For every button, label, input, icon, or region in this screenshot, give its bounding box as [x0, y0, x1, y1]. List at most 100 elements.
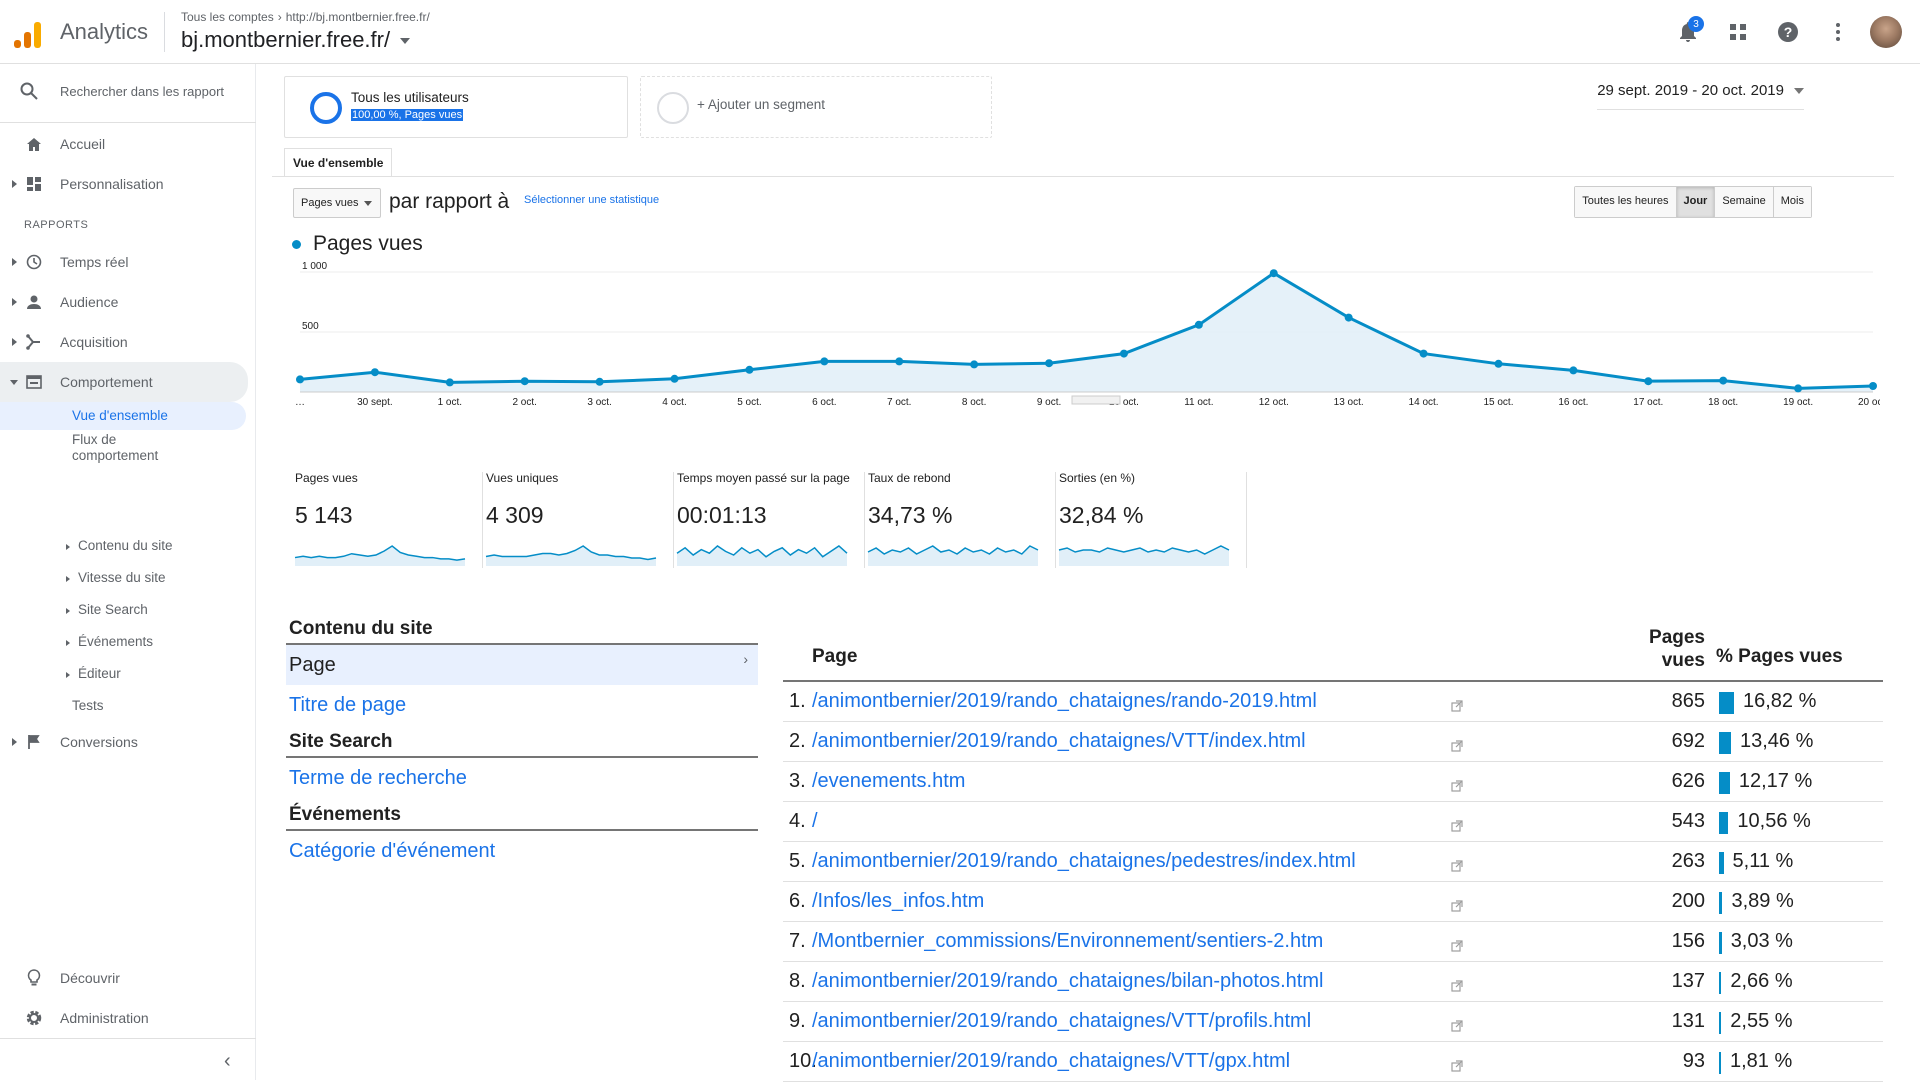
data-point[interactable]	[895, 357, 904, 366]
scorecard[interactable]: Sorties (en %) 32,84 %	[1056, 472, 1247, 568]
data-point[interactable]	[820, 357, 829, 366]
sidebar-item-discover[interactable]: Découvrir	[0, 960, 248, 996]
page-path-link[interactable]: /	[812, 810, 818, 832]
analytics-logo[interactable]	[14, 18, 44, 48]
pageviews-chart[interactable]: 1 000 500 … 30 sept. 1 oct. 2 oct. 3 oct. 4 oct…	[280, 256, 1880, 436]
sidebar-item-site-search[interactable]: Site Search	[78, 602, 148, 617]
sidebar-item-events[interactable]: Événements	[78, 634, 154, 649]
data-point[interactable]	[595, 377, 604, 386]
data-point[interactable]	[370, 368, 379, 377]
column-header-pct[interactable]: % Pages vues	[1716, 646, 1843, 667]
sidebar-item-acquisition[interactable]: Acquisition	[0, 324, 248, 360]
sidebar-item-realtime[interactable]: Temps réel	[0, 244, 248, 280]
open-external-icon[interactable]	[1451, 1055, 1463, 1072]
open-external-icon[interactable]	[1451, 975, 1463, 992]
data-point[interactable]	[745, 365, 754, 374]
property-name[interactable]: bj.montbernier.free.fr/	[181, 27, 391, 52]
sidebar-item-site-content[interactable]: Contenu du site	[78, 538, 173, 553]
open-external-icon[interactable]	[1451, 775, 1463, 792]
behavior-icon	[24, 372, 44, 392]
data-point[interactable]	[1794, 384, 1803, 393]
report-nav-page-title[interactable]: Titre de page	[289, 694, 407, 716]
data-point[interactable]	[1644, 377, 1653, 386]
open-external-icon[interactable]	[1451, 695, 1463, 712]
open-external-icon[interactable]	[1451, 1015, 1463, 1032]
column-header-pageviews[interactable]: Pages vues	[1621, 626, 1705, 672]
select-metric-link[interactable]: Sélectionner une statistique	[524, 194, 660, 206]
data-point[interactable]	[1869, 382, 1877, 390]
data-point[interactable]	[1045, 359, 1054, 368]
sidebar-item-experiments[interactable]: Tests	[72, 698, 104, 713]
scorecard[interactable]: Taux de rebond 34,73 %	[865, 472, 1056, 568]
sidebar-item-customization[interactable]: Personnalisation	[0, 166, 248, 202]
open-external-icon[interactable]	[1451, 935, 1463, 952]
report-nav-search-term[interactable]: Terme de recherche	[289, 767, 467, 789]
data-point[interactable]	[1494, 359, 1503, 368]
sidebar-item-admin[interactable]: Administration	[0, 1000, 248, 1036]
x-tick-label: 20 oct.	[1858, 397, 1880, 408]
sidebar-item-publisher[interactable]: Éditeur	[78, 666, 121, 681]
add-segment-button[interactable]: + Ajouter un segment	[640, 76, 992, 138]
granularity-week-button[interactable]: Semaine	[1714, 187, 1773, 217]
sidebar-item-behavior-flow[interactable]: Flux de comportement	[72, 432, 158, 464]
apps-button[interactable]	[1720, 14, 1756, 50]
report-search[interactable]: Rechercher dans les rapport	[20, 82, 224, 100]
chart-resize-handle[interactable]	[1071, 395, 1121, 405]
sidebar-item-site-speed[interactable]: Vitesse du site	[78, 570, 166, 585]
sidebar-item-conversions[interactable]: Conversions	[0, 724, 248, 760]
metric-selector[interactable]: Pages vues	[293, 188, 381, 218]
search-input[interactable]: Rechercher dans les rapport	[60, 83, 225, 99]
data-point[interactable]	[445, 378, 454, 387]
page-path-link[interactable]: /Infos/les_infos.htm	[812, 890, 985, 912]
segment-all-users[interactable]: Tous les utilisateurs 100,00 %, Pages vu…	[284, 76, 628, 138]
tab-overview[interactable]: Vue d'ensemble	[284, 148, 393, 176]
avatar[interactable]	[1870, 16, 1902, 48]
page-path-link[interactable]: /Montbernier_commissions/Environnement/s…	[812, 930, 1324, 952]
breadcrumb[interactable]: Tous les comptes › http://bj.montbernier.f…	[181, 10, 430, 24]
data-point[interactable]	[520, 377, 529, 386]
sidebar-item-audience[interactable]: Audience	[0, 284, 248, 320]
data-point[interactable]	[1269, 269, 1278, 278]
page-path-link[interactable]: /animontbernier/2019/rando_chataignes/pe…	[812, 850, 1356, 872]
data-point[interactable]	[1569, 366, 1578, 375]
breadcrumb-accounts[interactable]: Tous les comptes	[181, 10, 274, 24]
report-nav-event-category[interactable]: Catégorie d'événement	[289, 840, 496, 862]
sidebar-item-home[interactable]: Accueil	[0, 126, 248, 162]
data-point[interactable]	[670, 374, 679, 383]
open-external-icon[interactable]	[1451, 735, 1463, 752]
open-external-icon[interactable]	[1451, 855, 1463, 872]
data-point[interactable]	[1719, 376, 1728, 385]
granularity-month-button[interactable]: Mois	[1772, 187, 1811, 217]
data-point[interactable]	[970, 360, 979, 369]
open-external-icon[interactable]	[1451, 815, 1463, 832]
data-point[interactable]	[296, 375, 304, 384]
page-path-link[interactable]: /animontbernier/2019/rando_chataignes/VT…	[812, 730, 1306, 752]
page-path-link[interactable]: /animontbernier/2019/rando_chataignes/VT…	[812, 1050, 1291, 1072]
column-header-page[interactable]: Page	[812, 646, 858, 667]
scorecard[interactable]: Vues uniques 4 309	[483, 472, 674, 568]
help-button[interactable]: ?	[1770, 14, 1806, 50]
collapse-sidebar-icon[interactable]: ‹	[224, 1050, 231, 1072]
scorecard[interactable]: Temps moyen passé sur la page 00:01:13	[674, 472, 865, 568]
data-point[interactable]	[1419, 349, 1428, 358]
breadcrumb-account[interactable]: http://bj.montbernier.free.fr/	[285, 10, 430, 24]
page-path-link[interactable]: /animontbernier/2019/rando_chataignes/ra…	[812, 690, 1317, 712]
granularity-day-button[interactable]: Jour	[1675, 187, 1715, 217]
open-external-icon[interactable]	[1451, 895, 1463, 912]
more-options-button[interactable]	[1820, 14, 1856, 50]
page-path-link[interactable]: /evenements.htm	[812, 770, 966, 792]
sidebar-item-behavior-overview[interactable]: Vue d'ensemble	[0, 402, 246, 430]
notifications-button[interactable]: 3	[1670, 14, 1706, 50]
expand-arrow-icon	[66, 672, 70, 678]
scorecard[interactable]: Pages vues 5 143	[292, 472, 483, 568]
data-point[interactable]	[1194, 320, 1203, 329]
report-nav-page[interactable]: Page	[286, 639, 758, 685]
property-selector[interactable]: bj.montbernier.free.fr/	[181, 27, 411, 53]
granularity-hourly-button[interactable]: Toutes les heures	[1575, 187, 1676, 217]
date-range-picker[interactable]: 29 sept. 2019 - 20 oct. 2019	[1597, 82, 1804, 110]
page-path-link[interactable]: /animontbernier/2019/rando_chataignes/bi…	[812, 970, 1324, 992]
data-point[interactable]	[1119, 349, 1128, 358]
page-path-link[interactable]: /animontbernier/2019/rando_chataignes/VT…	[812, 1010, 1312, 1032]
sidebar-item-behavior[interactable]: Comportement	[0, 362, 248, 402]
data-point[interactable]	[1344, 313, 1353, 322]
